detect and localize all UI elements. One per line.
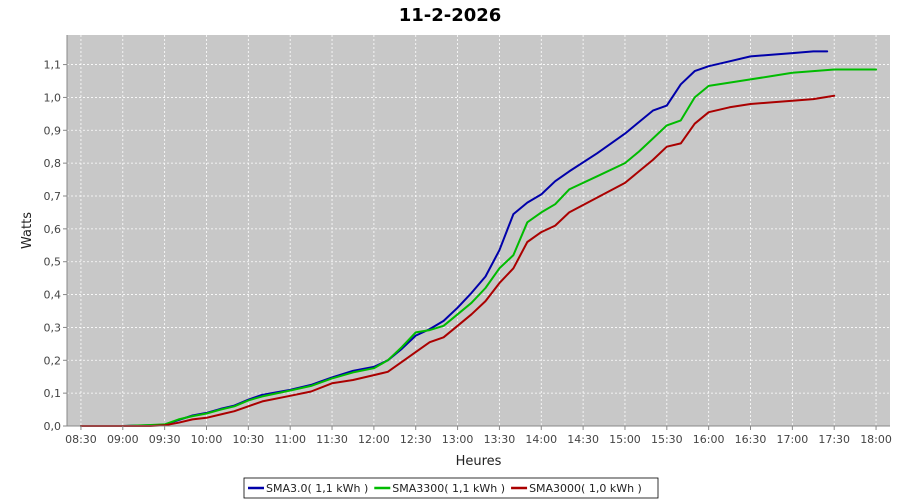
- x-tick-label: 18:00: [860, 433, 892, 446]
- x-tick-label: 11:00: [274, 433, 306, 446]
- x-tick-label: 15:00: [609, 433, 641, 446]
- x-tick-label: 16:00: [693, 433, 725, 446]
- x-tick-label: 17:00: [777, 433, 809, 446]
- x-tick-label: 10:30: [232, 433, 264, 446]
- x-tick-label: 16:30: [735, 433, 767, 446]
- y-tick-label: 0,6: [44, 223, 62, 236]
- x-axis-label: Heures: [456, 454, 502, 469]
- series-line: [79, 94, 836, 427]
- x-tick-label: 14:00: [525, 433, 557, 446]
- y-tick-label: 0,0: [44, 420, 62, 433]
- legend-label: SMA3.0( 1,1 kWh ): [266, 482, 368, 495]
- y-axis-ticks: 0,0 0,1 0,2 0,3 0,4 0,5 0,6 0,7 0,8 0,9 1,0 1,1: [44, 59, 67, 433]
- y-tick-label: 0,9: [44, 124, 62, 137]
- plot-area: [66, 35, 890, 427]
- x-tick-label: 10:00: [191, 433, 223, 446]
- y-tick-label: 1,0: [44, 91, 62, 104]
- series-lines: [79, 50, 878, 427]
- x-tick-label: 12:00: [358, 433, 390, 446]
- grid-lines: [67, 35, 890, 426]
- x-tick-label: 11:30: [316, 433, 348, 446]
- legend-label: SMA3300( 1,1 kWh ): [392, 482, 505, 495]
- chart-title: 11-2-2026: [399, 5, 502, 26]
- x-tick-label: 13:30: [484, 433, 516, 446]
- x-tick-label: 14:30: [567, 433, 599, 446]
- y-tick-label: 0,8: [44, 157, 62, 170]
- x-tick-label: 12:30: [400, 433, 432, 446]
- legend-items: SMA3.0( 1,1 kWh ) SMA3300( 1,1 kWh ) SMA30…: [248, 482, 642, 495]
- series-line: [79, 68, 878, 427]
- y-tick-label: 0,1: [44, 387, 62, 400]
- y-tick-label: 0,7: [44, 190, 62, 203]
- x-tick-label: 15:30: [651, 433, 683, 446]
- y-tick-label: 1,1: [44, 59, 62, 72]
- y-tick-label: 0,5: [44, 256, 62, 269]
- plot-background: [67, 35, 890, 426]
- chart-legend: SMA3.0( 1,1 kWh ) SMA3300( 1,1 kWh ) SMA30…: [243, 477, 659, 499]
- x-tick-label: 13:00: [442, 433, 474, 446]
- y-tick-label: 0,2: [44, 354, 62, 367]
- y-tick-label: 0,4: [44, 289, 62, 302]
- x-tick-label: 08:30: [65, 433, 97, 446]
- legend-label: SMA3000( 1,0 kWh ): [529, 482, 642, 495]
- y-tick-label: 0,3: [44, 321, 62, 334]
- x-tick-label: 17:30: [818, 433, 850, 446]
- legend-box: [243, 477, 659, 499]
- x-axis-ticks: 08:30 09:00 09:30 10:00 10:30 11:00 11:30 12:00…: [65, 426, 892, 446]
- x-tick-label: 09:30: [149, 433, 181, 446]
- y-axis-label: Watts: [20, 212, 35, 249]
- x-tick-label: 09:00: [107, 433, 139, 446]
